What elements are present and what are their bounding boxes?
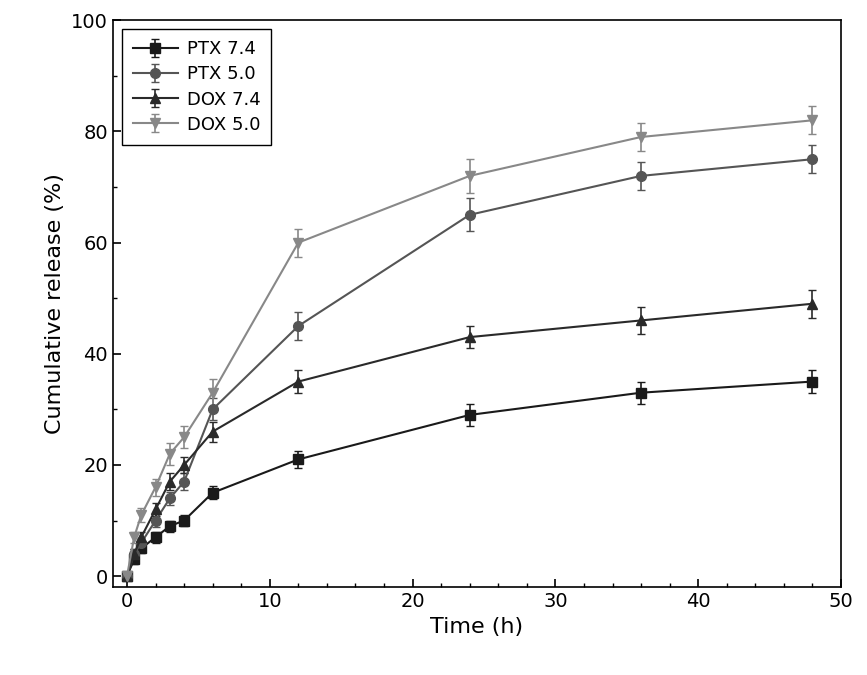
Y-axis label: Cumulative release (%): Cumulative release (%) bbox=[45, 173, 65, 434]
Legend: PTX 7.4, PTX 5.0, DOX 7.4, DOX 5.0: PTX 7.4, PTX 5.0, DOX 7.4, DOX 5.0 bbox=[121, 29, 271, 144]
X-axis label: Time (h): Time (h) bbox=[430, 617, 524, 637]
